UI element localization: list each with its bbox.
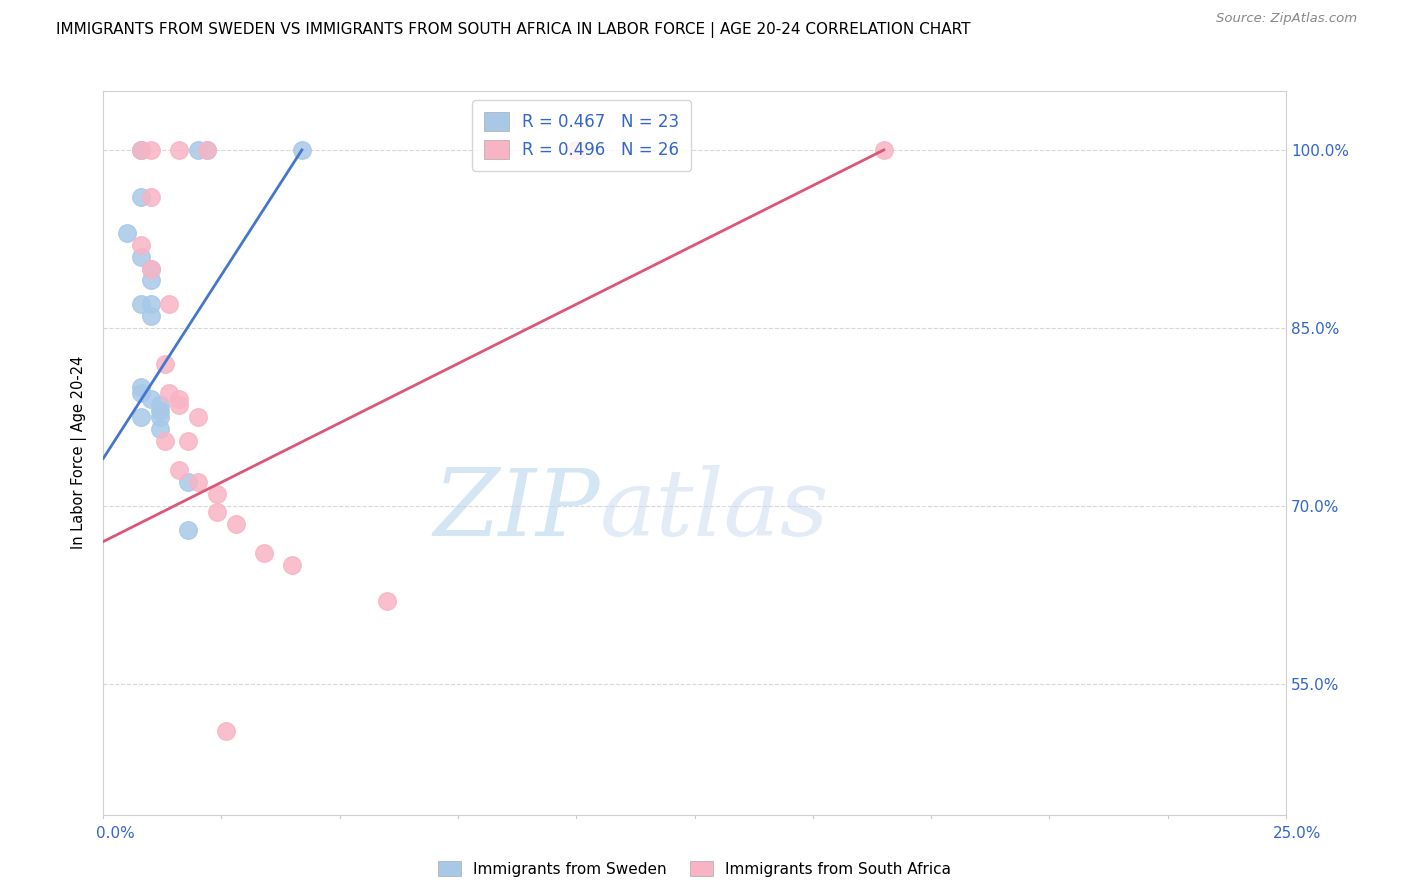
Point (177, 434, 200, 448)
Point (129, 190, 152, 204)
Point (129, 143, 152, 157)
Point (129, 409, 152, 424)
Text: atlas: atlas (600, 466, 830, 556)
Point (187, 475, 209, 490)
Point (167, 392, 190, 407)
Point (129, 143, 152, 157)
Point (149, 404, 172, 418)
Point (139, 261, 162, 276)
Point (139, 190, 162, 204)
Point (129, 238, 152, 252)
Point (187, 409, 209, 424)
Point (281, 558, 304, 573)
Text: Source: ZipAtlas.com: Source: ZipAtlas.com (1216, 12, 1357, 25)
Point (291, 143, 314, 157)
Point (167, 463, 190, 477)
Point (205, 487, 228, 501)
Y-axis label: In Labor Force | Age 20-24: In Labor Force | Age 20-24 (72, 356, 87, 549)
Point (139, 273, 162, 287)
Point (139, 297, 162, 311)
Point (565, 143, 588, 157)
Point (195, 143, 218, 157)
Text: IMMIGRANTS FROM SWEDEN VS IMMIGRANTS FROM SOUTH AFRICA IN LABOR FORCE | AGE 20-2: IMMIGRANTS FROM SWEDEN VS IMMIGRANTS FRO… (56, 22, 970, 38)
Point (149, 398, 172, 412)
Point (159, 297, 181, 311)
Point (159, 386, 181, 401)
Point (129, 143, 152, 157)
Legend: R = 0.467   N = 23, R = 0.496   N = 26: R = 0.467 N = 23, R = 0.496 N = 26 (472, 101, 692, 170)
Point (375, 594, 398, 608)
Point (149, 409, 172, 424)
Point (177, 523, 200, 537)
Point (167, 143, 190, 157)
Point (139, 261, 162, 276)
Point (129, 386, 152, 401)
Point (129, 297, 152, 311)
Point (149, 422, 172, 436)
Point (139, 309, 162, 323)
Point (139, 143, 162, 157)
Point (873, 143, 896, 157)
Point (205, 505, 228, 519)
Point (129, 250, 152, 264)
Point (215, 724, 238, 739)
Point (253, 546, 276, 560)
Point (225, 516, 247, 531)
Point (115, 226, 138, 240)
Point (195, 143, 218, 157)
Point (139, 392, 162, 407)
Text: 0.0%: 0.0% (96, 827, 135, 841)
Point (153, 434, 176, 448)
Point (177, 475, 200, 490)
Point (153, 357, 176, 371)
Point (187, 143, 209, 157)
Text: ZIP: ZIP (433, 466, 600, 556)
Point (167, 398, 190, 412)
Text: 25.0%: 25.0% (1274, 827, 1322, 841)
Point (129, 380, 152, 394)
